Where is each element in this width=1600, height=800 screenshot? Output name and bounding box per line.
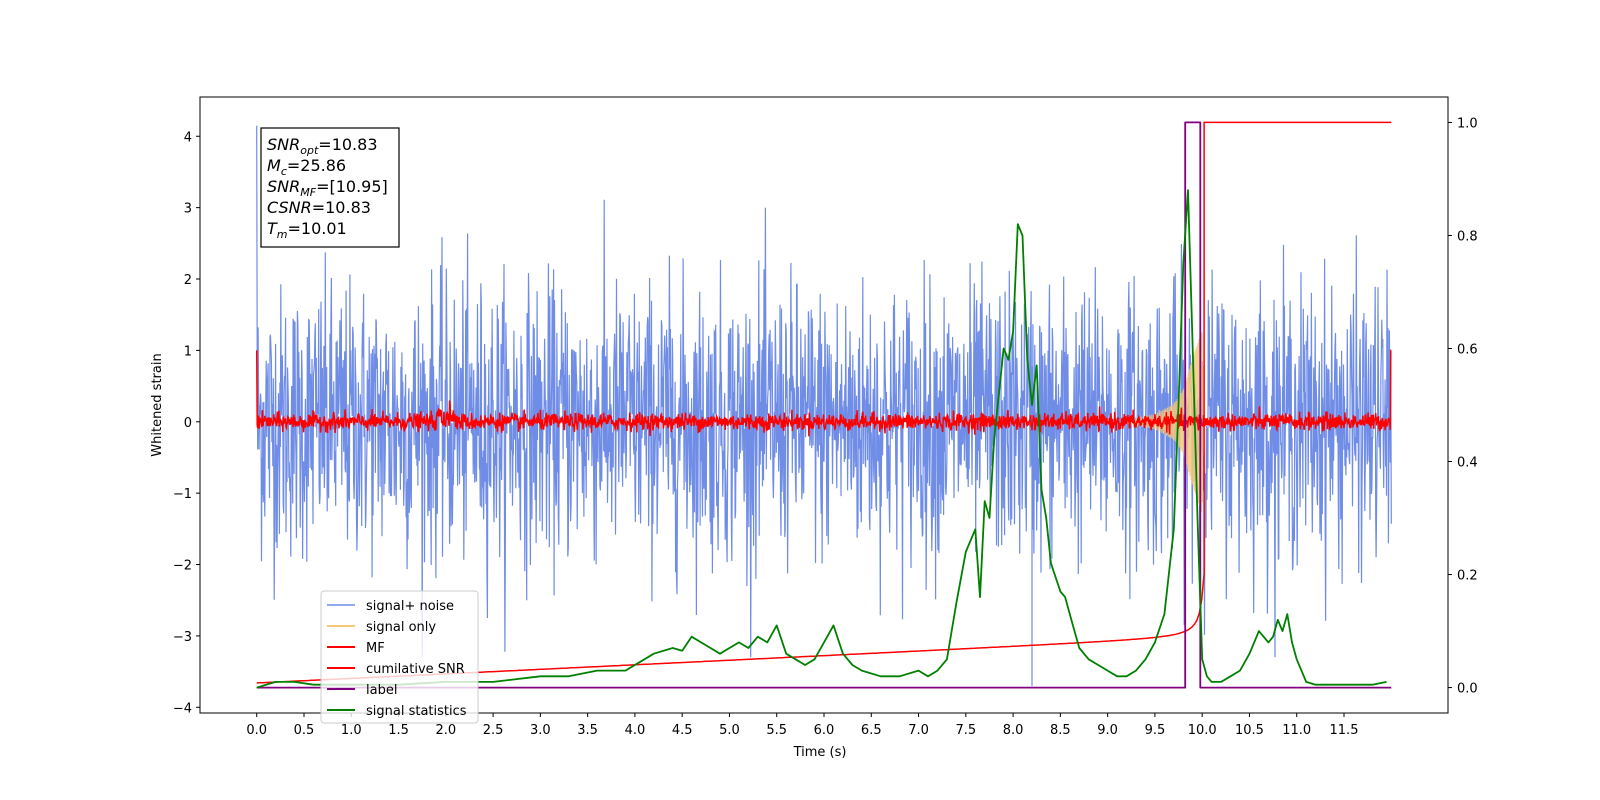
x-tick-label: 4.5	[672, 723, 693, 738]
x-tick-label: 2.5	[483, 723, 504, 738]
y-tick-label: 4	[184, 130, 192, 145]
y-tick-label: −2	[173, 559, 192, 574]
x-tick-label: 3.5	[577, 723, 598, 738]
x-tick-label: 5.5	[766, 723, 787, 738]
y-tick-label: 2	[184, 273, 192, 288]
x-tick-label: 11.5	[1330, 723, 1359, 738]
x-tick-label: 0.5	[294, 723, 315, 738]
x-tick-label: 9.0	[1097, 723, 1118, 738]
x-tick-label: 8.0	[1003, 723, 1024, 738]
stats-box: SNRopt=10.83Mc=25.86SNRMF=[10.95]CSNR=10…	[261, 128, 399, 247]
x-tick-label: 8.5	[1050, 723, 1071, 738]
y2-tick-label: 0.6	[1457, 342, 1478, 357]
x-tick-label: 7.0	[908, 723, 929, 738]
x-tick-label: 6.0	[814, 723, 835, 738]
y-tick-label: 0	[184, 416, 192, 431]
y-tick-label: −4	[173, 701, 192, 716]
y-axis-label: Whitened strain	[150, 353, 165, 456]
stats-line: Mc=25.86	[267, 156, 346, 178]
x-axis-label: Time (s)	[793, 745, 847, 760]
y-tick-label: 1	[184, 344, 192, 359]
x-tick-label: 10.0	[1188, 723, 1217, 738]
x-tick-label: 5.0	[719, 723, 740, 738]
x-tick-label: 10.5	[1235, 723, 1264, 738]
y2-tick-label: 0.0	[1457, 682, 1478, 697]
legend-label: MF	[366, 641, 385, 656]
legend-label: signal statistics	[366, 704, 467, 719]
x-tick-label: 2.0	[435, 723, 456, 738]
x-tick-label: 11.0	[1282, 723, 1311, 738]
legend-label: label	[366, 683, 397, 698]
x-tick-label: 0.0	[246, 723, 267, 738]
x-tick-label: 9.5	[1145, 723, 1166, 738]
x-tick-label: 7.5	[955, 723, 976, 738]
x-tick-label: 1.5	[388, 723, 409, 738]
y2-tick-label: 0.2	[1457, 569, 1478, 584]
stats-line: SNRMF=[10.95]	[267, 177, 388, 199]
stats-line: SNRopt=10.83	[267, 135, 378, 157]
x-tick-label: 1.0	[341, 723, 362, 738]
legend-label: signal only	[366, 620, 436, 635]
series-signal-noise	[257, 126, 1392, 658]
x-tick-label: 6.5	[861, 723, 882, 738]
y2-tick-label: 0.8	[1457, 229, 1478, 244]
x-tick-label: 4.0	[625, 723, 646, 738]
y2-tick-label: 1.0	[1457, 116, 1478, 131]
y-tick-label: −1	[173, 487, 192, 502]
y-tick-label: −3	[173, 630, 192, 645]
legend-label: cumilative SNR	[366, 662, 465, 677]
legend: signal+ noise signal only MF cumilative SNR…	[321, 591, 478, 723]
legend-label: signal+ noise	[366, 599, 454, 614]
x-tick-label: 3.0	[530, 723, 551, 738]
stats-line: CSNR=10.83	[267, 198, 371, 217]
y2-tick-label: 0.4	[1457, 456, 1478, 471]
y-tick-label: 3	[184, 202, 192, 217]
